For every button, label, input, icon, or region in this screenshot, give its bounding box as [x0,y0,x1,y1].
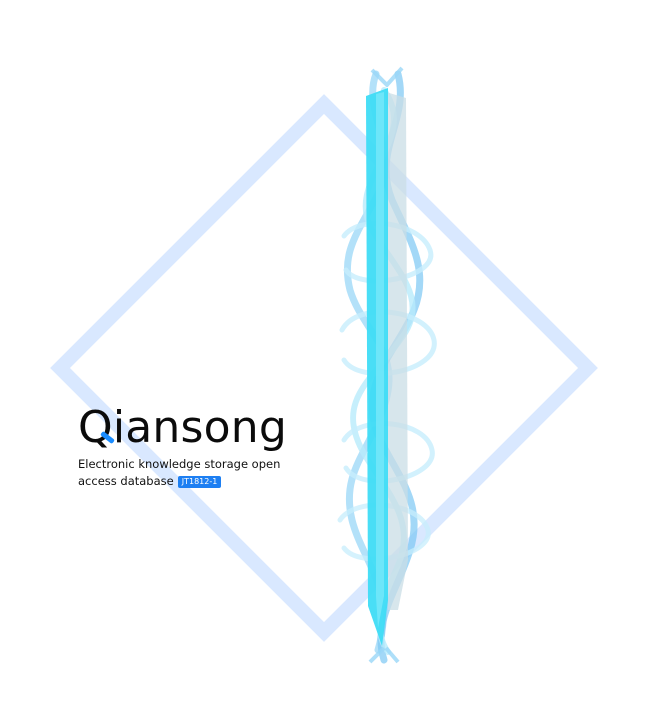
tagline-line-2: access database [78,474,174,488]
logo-q-glyph: Q [78,402,113,453]
pillar-bottom-mark [368,646,400,664]
diamond-frame [50,94,598,642]
pillar-shadow [386,92,408,610]
pillar-highlight [376,92,384,628]
logo-name-rest: iansong [112,402,287,453]
logo-q-letter: Q [78,402,115,453]
tagline-line-1: Electronic knowledge storage open [78,457,281,471]
brand-tagline: Electronic knowledge storage open access… [78,456,288,490]
pillar-top-mark [370,66,404,88]
version-badge: JT1812-1 [177,476,222,488]
